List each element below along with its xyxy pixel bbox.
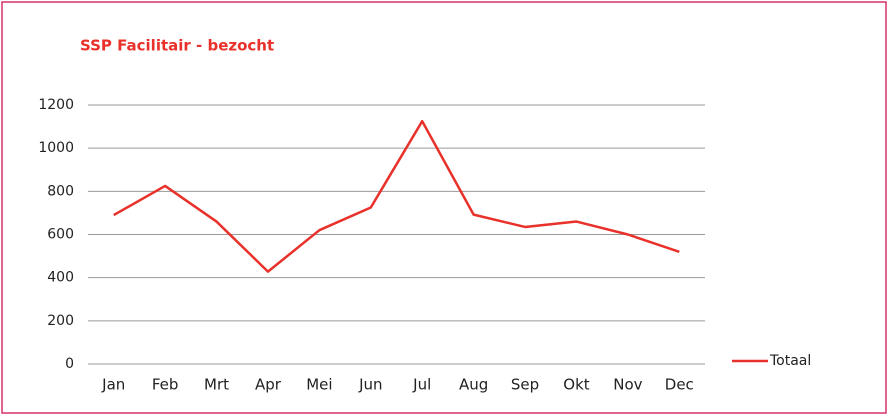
legend-label: Totaal: [769, 353, 811, 369]
x-tick-label: Mrt: [204, 376, 229, 394]
x-tick-label: Aug: [459, 376, 488, 394]
line-series: [113, 119, 680, 273]
y-tick-label: 800: [47, 183, 74, 199]
x-tick-label: Dec: [665, 376, 694, 394]
x-tick-label: Apr: [255, 376, 282, 394]
y-tick-label: 0: [65, 356, 74, 372]
x-tick-label: Nov: [613, 376, 642, 394]
x-tick-label: Feb: [152, 376, 179, 394]
x-tick-label: Mei: [306, 376, 332, 394]
x-tick-label: Jul: [412, 376, 431, 394]
y-tick-label: 1200: [38, 97, 74, 113]
y-tick-label: 600: [47, 227, 74, 243]
x-tick-label: Jun: [358, 376, 382, 394]
y-tick-label: 1000: [38, 140, 74, 156]
x-tick-label: Sep: [511, 376, 539, 394]
x-tick-label: Jan: [101, 376, 125, 394]
chart-title: SSP Facilitair - bezocht: [80, 37, 274, 55]
y-tick-label: 400: [47, 270, 74, 286]
y-tick-label: 200: [47, 313, 74, 329]
x-tick-label: Okt: [563, 376, 589, 394]
